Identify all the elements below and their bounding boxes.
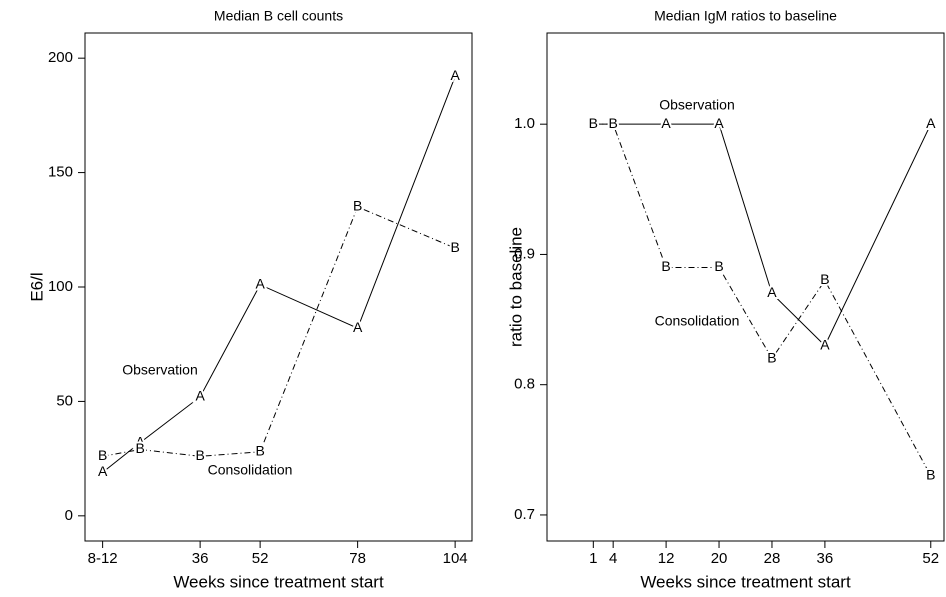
x-tick-label: 78 [349, 550, 366, 567]
x-tick-label: 4 [609, 550, 617, 567]
point-symbol: B [98, 447, 107, 463]
series-line [593, 123, 932, 477]
y-tick-label: 0.8 [514, 376, 535, 393]
series-annotation: Observation [122, 362, 197, 378]
x-tick-label: 36 [192, 550, 209, 567]
x-tick-label: 52 [252, 550, 269, 567]
point-symbol: A [450, 67, 460, 83]
point-symbol: B [135, 440, 144, 456]
x-axis-label: Weeks since treatment start [173, 572, 384, 591]
y-tick-label: 0.9 [514, 245, 535, 262]
series-annotation: Observation [659, 97, 734, 113]
y-axis-label: ratio to baseline [506, 227, 525, 347]
point-symbol: B [767, 349, 776, 365]
point-symbol: A [589, 115, 599, 131]
series-line [102, 206, 456, 457]
point-symbol: B [608, 115, 617, 131]
point-symbol: A [195, 388, 205, 404]
series-annotation: Consolidation [655, 313, 740, 329]
series-line [102, 76, 456, 473]
y-tick-label: 0 [65, 507, 73, 524]
x-tick-label: 104 [443, 550, 468, 567]
y-tick-label: 150 [48, 164, 73, 181]
point-symbol: A [608, 115, 618, 131]
point-symbol: A [661, 115, 671, 131]
plot-frame [546, 32, 945, 542]
point-symbol: B [714, 258, 723, 274]
point-symbol: B [820, 271, 829, 287]
y-tick-label: 50 [56, 392, 73, 409]
x-tick-label: 20 [711, 550, 728, 567]
point-symbol: B [589, 115, 598, 131]
y-tick-label: 100 [48, 278, 73, 295]
series-line [593, 123, 932, 347]
x-tick-label: 28 [764, 550, 781, 567]
point-symbol: A [767, 284, 777, 300]
point-symbol: B [661, 258, 670, 274]
y-tick-label: 1.0 [514, 115, 535, 132]
x-axis-label: Weeks since treatment start [640, 572, 851, 591]
point-symbol: B [450, 239, 459, 255]
point-symbol: A [820, 336, 830, 352]
x-tick-label: 1 [589, 550, 597, 567]
x-tick-label: 36 [817, 550, 834, 567]
y-tick-label: 200 [48, 49, 73, 66]
point-symbol: A [353, 319, 363, 335]
point-symbol: B [353, 198, 362, 214]
x-tick-label: 12 [658, 550, 675, 567]
point-symbol: B [255, 442, 264, 458]
point-symbol: A [98, 463, 108, 479]
y-tick-label: 0.7 [514, 506, 535, 523]
y-axis-label: E6/l [27, 272, 46, 301]
chart-title: Median IgM ratios to baseline [654, 8, 837, 24]
point-symbol: B [926, 467, 935, 483]
point-symbol: B [195, 447, 204, 463]
series-annotation: Consolidation [208, 462, 293, 478]
chart-title: Median B cell counts [214, 8, 343, 24]
point-symbol: A [255, 275, 265, 291]
x-tick-label: 52 [922, 550, 939, 567]
x-tick-label: 8-12 [88, 550, 118, 567]
point-symbol: A [135, 433, 145, 449]
point-symbol: A [714, 115, 724, 131]
point-symbol: A [926, 115, 936, 131]
